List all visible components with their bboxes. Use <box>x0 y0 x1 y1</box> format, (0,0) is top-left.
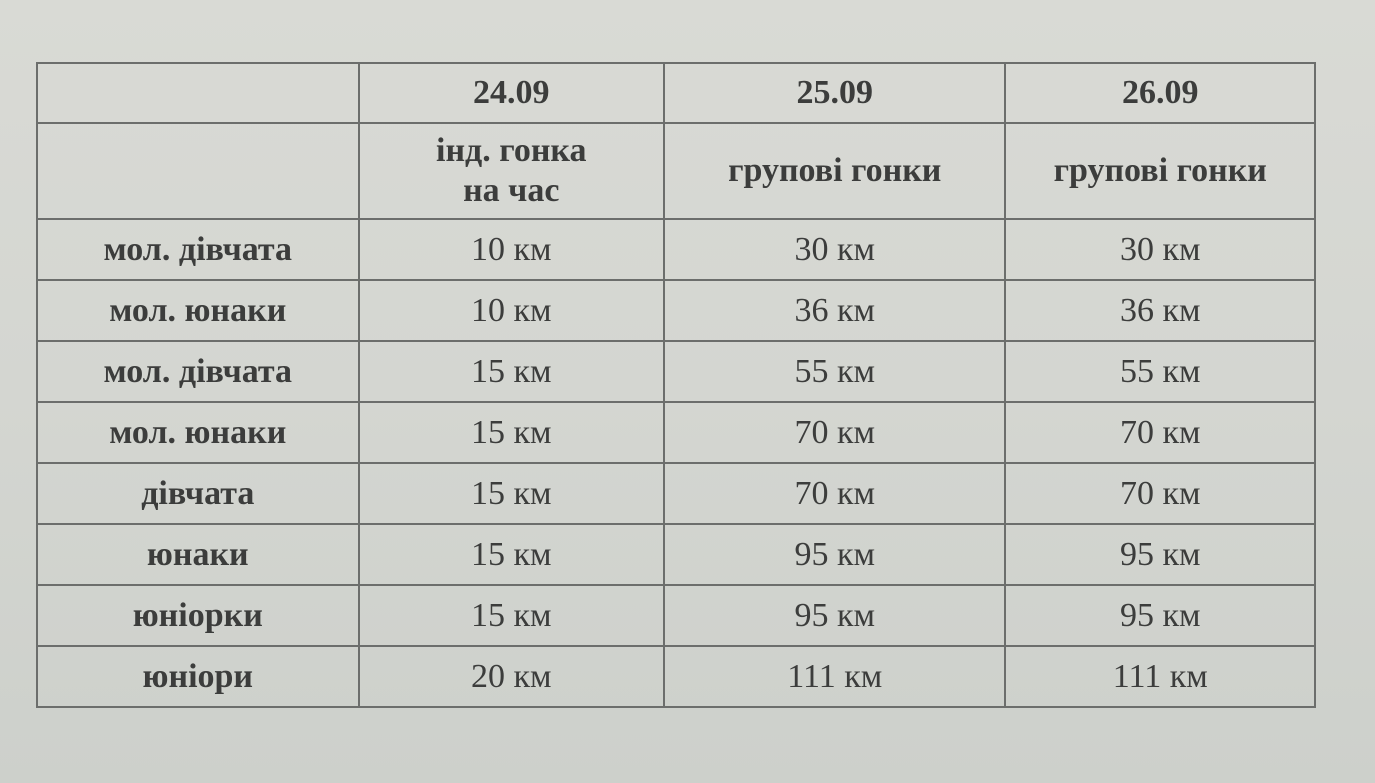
distance-cell: 55 км <box>662 340 1007 403</box>
distance-cell: 70 км <box>1004 401 1316 464</box>
race-type-header: групові гонки <box>662 122 1007 220</box>
distance-cell: 95 км <box>662 523 1007 586</box>
distance-cell: 36 км <box>662 279 1007 342</box>
distance-cell: 70 км <box>662 462 1007 525</box>
distance-cell: 15 км <box>357 523 666 586</box>
race-distance-table: 24.09 25.09 26.09 інд. гонка на час групо… <box>36 62 1316 708</box>
table-row: мол. дівчата 10 км 30 км 30 км <box>36 218 1316 281</box>
distance-cell: 95 км <box>1004 523 1316 586</box>
race-type-header: групові гонки <box>1004 122 1316 220</box>
distance-cell: 20 км <box>357 645 666 708</box>
table-row: мол. юнаки 15 км 70 км 70 км <box>36 401 1316 464</box>
category-cell: мол. юнаки <box>36 401 360 464</box>
empty-corner-cell <box>36 62 360 124</box>
category-cell: дівчата <box>36 462 360 525</box>
distance-cell: 95 км <box>1004 584 1316 647</box>
category-cell: мол. юнаки <box>36 279 360 342</box>
category-cell: юніорки <box>36 584 360 647</box>
category-cell: юнаки <box>36 523 360 586</box>
table-row: мол. дівчата 15 км 55 км 55 км <box>36 340 1316 403</box>
table-row: юнаки 15 км 95 км 95 км <box>36 523 1316 586</box>
distance-cell: 10 км <box>357 279 666 342</box>
distance-cell: 111 км <box>662 645 1007 708</box>
category-cell: юніори <box>36 645 360 708</box>
race-type-line: інд. гонка <box>436 132 587 169</box>
distance-cell: 36 км <box>1004 279 1316 342</box>
race-type-line: на час <box>463 172 560 209</box>
category-cell: мол. дівчата <box>36 218 360 281</box>
distance-cell: 15 км <box>357 401 666 464</box>
race-type-row: інд. гонка на час групові гонки групові г… <box>36 122 1316 220</box>
distance-cell: 15 км <box>357 462 666 525</box>
table-row: юніори 20 км 111 км 111 км <box>36 645 1316 708</box>
category-cell: мол. дівчата <box>36 340 360 403</box>
date-header-row: 24.09 25.09 26.09 <box>36 62 1316 124</box>
table-row: юніорки 15 км 95 км 95 км <box>36 584 1316 647</box>
distance-cell: 111 км <box>1004 645 1316 708</box>
distance-cell: 70 км <box>662 401 1007 464</box>
date-header: 25.09 <box>662 62 1007 124</box>
distance-cell: 10 км <box>357 218 666 281</box>
distance-cell: 30 км <box>1004 218 1316 281</box>
empty-corner-cell <box>36 122 360 220</box>
distance-cell: 15 км <box>357 340 666 403</box>
distance-cell: 30 км <box>662 218 1007 281</box>
distance-cell: 95 км <box>662 584 1007 647</box>
distance-cell: 15 км <box>357 584 666 647</box>
table-row: мол. юнаки 10 км 36 км 36 км <box>36 279 1316 342</box>
date-header: 24.09 <box>357 62 666 124</box>
table-row: дівчата 15 км 70 км 70 км <box>36 462 1316 525</box>
distance-cell: 70 км <box>1004 462 1316 525</box>
date-header: 26.09 <box>1004 62 1316 124</box>
race-type-header: інд. гонка на час <box>357 122 666 220</box>
distance-cell: 55 км <box>1004 340 1316 403</box>
